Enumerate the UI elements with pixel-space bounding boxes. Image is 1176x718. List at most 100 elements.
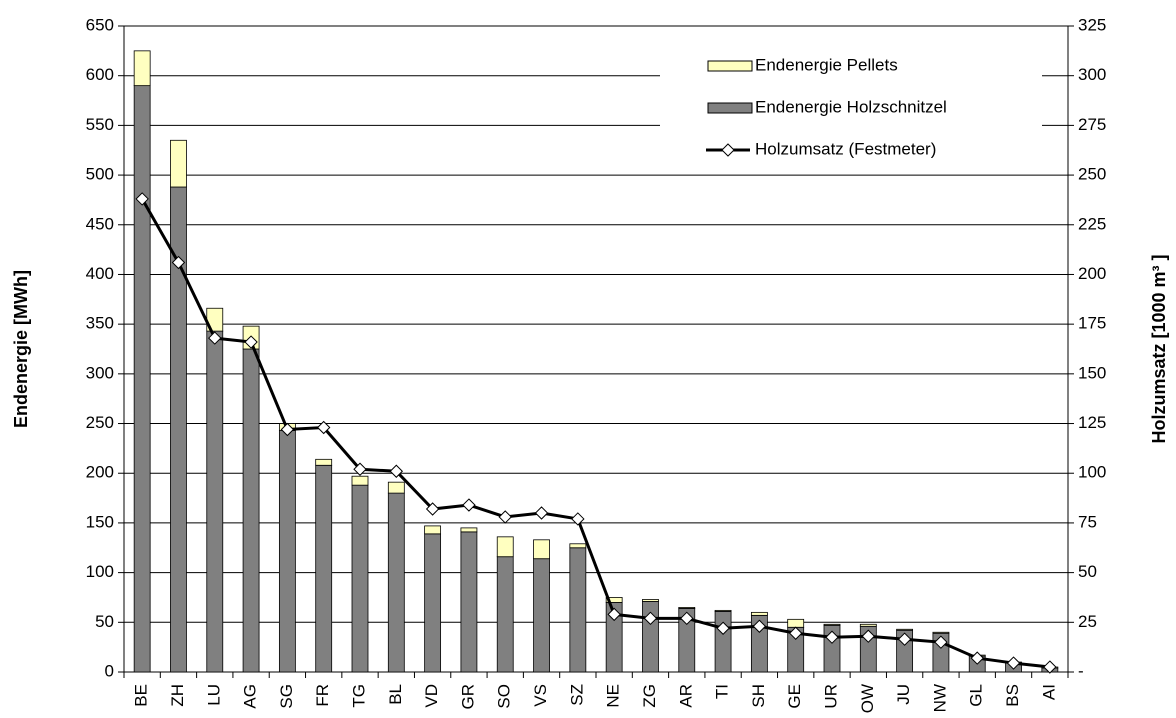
x-tick-label: FR [313, 684, 332, 707]
bar [642, 599, 659, 602]
x-tick-label: SH [749, 684, 768, 708]
line-marker [135, 192, 149, 206]
bar [351, 475, 369, 486]
line-marker [208, 331, 222, 345]
bar [896, 628, 914, 631]
line-marker [534, 506, 549, 520]
x-tick-label: SO [495, 684, 514, 709]
bar [714, 609, 732, 612]
line-marker [353, 462, 367, 476]
x-tick-label: GE [785, 684, 804, 709]
line-marker [934, 635, 948, 649]
y2-tick-label: 300 [1078, 65, 1106, 84]
line-marker [680, 611, 694, 626]
x-tick-label: AR [676, 684, 695, 708]
bar [605, 597, 623, 603]
x-tick-label: AI [1039, 684, 1058, 700]
bar [460, 527, 478, 533]
bar [533, 558, 550, 673]
y-tick-label: 250 [86, 413, 114, 432]
y2-tick-label: 200 [1078, 264, 1106, 283]
legend-swatch [707, 60, 753, 72]
bar [206, 330, 224, 673]
x-tick-label: OW [858, 684, 877, 713]
x-tick-label: VS [531, 684, 550, 707]
bar [387, 481, 405, 494]
bar [424, 525, 442, 535]
bar [569, 543, 587, 549]
legend-swatch [707, 102, 753, 114]
line-marker [607, 607, 621, 622]
line-marker [244, 335, 258, 349]
bar [750, 611, 768, 616]
bar [787, 618, 805, 628]
bar [315, 464, 333, 673]
x-tick-label: BS [1003, 684, 1022, 707]
legend: Endenergie Pellets Endenergie Holzschnitz… [660, 44, 1042, 174]
y2-axis-title: Holzumsatz [1000 m³ ] [1149, 254, 1169, 443]
bar [496, 556, 514, 673]
line-marker [897, 632, 912, 646]
bar [133, 50, 151, 87]
bar [242, 348, 260, 673]
bar [170, 139, 187, 188]
x-tick-label: SG [277, 684, 296, 709]
x-tick-label: GR [458, 684, 477, 710]
line-marker [316, 420, 331, 435]
y-tick-label: 100 [86, 562, 114, 581]
x-tick-label: JU [894, 684, 913, 705]
y-tick-label: 200 [86, 463, 114, 482]
bar [387, 492, 405, 673]
line-marker [861, 629, 876, 643]
bar [315, 458, 333, 466]
y2-tick-label: 325 [1078, 15, 1106, 34]
x-tick-label: LU [204, 684, 223, 706]
y-tick-label: 400 [86, 264, 114, 283]
line-marker [970, 651, 984, 665]
bar [460, 531, 478, 673]
y-tick-label: 550 [86, 115, 114, 134]
x-tick-label: UR [821, 684, 840, 709]
line-marker [389, 464, 404, 478]
line [140, 198, 1051, 669]
bar [932, 631, 950, 634]
x-tick-label: NW [930, 684, 949, 712]
bar [569, 547, 587, 673]
y-tick-label: 350 [86, 314, 114, 333]
legend-label: Holzumsatz (Festmeter) [755, 139, 936, 158]
y2-tick-label: 75 [1078, 512, 1097, 531]
bar [533, 539, 550, 560]
bar [278, 430, 296, 673]
y2-tick-label: 275 [1078, 115, 1106, 134]
y2-tick-label: 25 [1078, 612, 1097, 631]
bar [496, 536, 514, 558]
line-marker [752, 619, 767, 633]
line-marker [788, 626, 803, 640]
y-tick-label: 500 [86, 165, 114, 184]
y2-tick-label: 225 [1078, 214, 1106, 233]
x-tick-label: BE [132, 684, 151, 707]
bar [714, 610, 732, 673]
y2-tick-label: 175 [1078, 314, 1106, 333]
bar [133, 85, 151, 673]
y2-tick-label: 250 [1078, 165, 1106, 184]
line-marker [498, 510, 512, 524]
y-tick-label: 300 [86, 363, 114, 382]
y-axis-title: Endenergie [MWh] [11, 270, 31, 428]
bar [859, 623, 877, 627]
line-marker [643, 611, 658, 626]
line-marker [171, 255, 186, 270]
x-tick-label: TI [713, 684, 732, 699]
line-marker [280, 422, 295, 437]
x-tick-label: SZ [567, 684, 586, 706]
line-marker [1043, 660, 1057, 674]
line-marker [1006, 656, 1021, 670]
line-marker [825, 630, 839, 644]
x-tick-label: BL [386, 684, 405, 705]
bar [424, 533, 442, 673]
x-tick-label: AG [241, 684, 260, 709]
legend-label: Endenergie Pellets [755, 55, 898, 74]
x-tick-label: GL [967, 684, 986, 707]
x-tick-label: ZG [640, 684, 659, 708]
